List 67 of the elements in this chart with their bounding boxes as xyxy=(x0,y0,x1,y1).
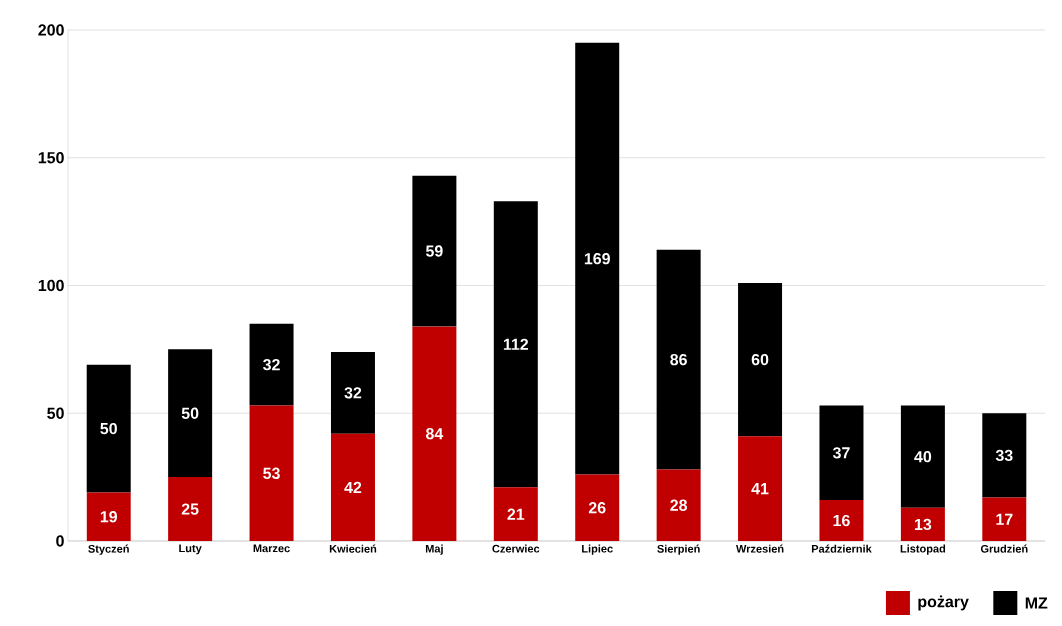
data-label: 60 xyxy=(751,353,769,366)
legend-label: pożary xyxy=(918,595,969,611)
x-tick-label: Wrzesień xyxy=(736,544,784,553)
bar xyxy=(656,469,701,541)
data-label: 32 xyxy=(263,359,280,371)
data-label: 28 xyxy=(670,499,688,511)
y-tick-label: 200 xyxy=(38,24,64,36)
data-label: 26 xyxy=(588,502,606,514)
x-tick-label: Sierpień xyxy=(657,544,700,555)
bar xyxy=(86,492,131,541)
data-label: 17 xyxy=(996,513,1013,525)
data-label: 169 xyxy=(584,253,610,265)
data-label: 19 xyxy=(100,511,117,523)
legend-label: MZ xyxy=(1025,597,1048,609)
bar xyxy=(412,326,457,541)
x-tick-label: Lipiec xyxy=(582,544,613,555)
bar xyxy=(982,497,1027,541)
bar xyxy=(982,413,1027,498)
data-label: 16 xyxy=(833,514,850,527)
x-tick-label: Kwiecień xyxy=(329,544,377,553)
data-label: 25 xyxy=(181,503,199,515)
bar xyxy=(738,436,783,541)
bar xyxy=(493,201,538,488)
data-label: 21 xyxy=(507,508,525,520)
data-label: 86 xyxy=(670,353,687,366)
bar xyxy=(575,42,620,475)
data-label: 41 xyxy=(751,483,769,495)
x-tick-label: Październik xyxy=(811,544,872,553)
x-tick-label: Luty xyxy=(179,544,202,555)
bar xyxy=(249,323,294,406)
data-label: 42 xyxy=(344,481,362,493)
y-tick-label: 0 xyxy=(56,535,64,547)
bar xyxy=(412,175,457,327)
bar xyxy=(575,474,620,541)
x-tick-label: Marzec xyxy=(253,544,290,553)
x-tick-label: Styczeń xyxy=(88,544,129,555)
bar xyxy=(656,249,701,470)
bar xyxy=(900,507,945,541)
bar xyxy=(493,487,538,541)
bar xyxy=(819,500,864,541)
x-tick-label: Maj xyxy=(425,544,443,555)
data-label: 33 xyxy=(995,449,1013,462)
data-label: 50 xyxy=(100,422,117,435)
x-tick-label: Listopad xyxy=(900,544,946,555)
data-label: 32 xyxy=(344,387,362,399)
bar xyxy=(900,405,945,508)
bar xyxy=(330,351,375,434)
data-label: 84 xyxy=(425,428,444,440)
x-tick-label: Grudzień xyxy=(980,544,1028,553)
data-label: 50 xyxy=(181,407,199,419)
y-tick-label: 150 xyxy=(38,152,64,164)
bar xyxy=(249,405,294,541)
data-label: 40 xyxy=(914,451,932,463)
bar xyxy=(168,477,213,541)
data-label: 59 xyxy=(425,245,443,257)
y-tick-label: 100 xyxy=(38,279,64,292)
bar xyxy=(330,433,375,541)
data-label: 13 xyxy=(914,518,932,531)
data-label: 53 xyxy=(263,467,280,479)
bar xyxy=(819,405,864,501)
bar xyxy=(86,364,131,493)
data-label: 112 xyxy=(503,338,529,350)
bar xyxy=(168,349,213,478)
data-label: 37 xyxy=(832,447,850,459)
y-tick-label: 50 xyxy=(47,407,64,419)
bar xyxy=(738,282,783,437)
x-tick-label: Czerwiec xyxy=(492,544,540,553)
